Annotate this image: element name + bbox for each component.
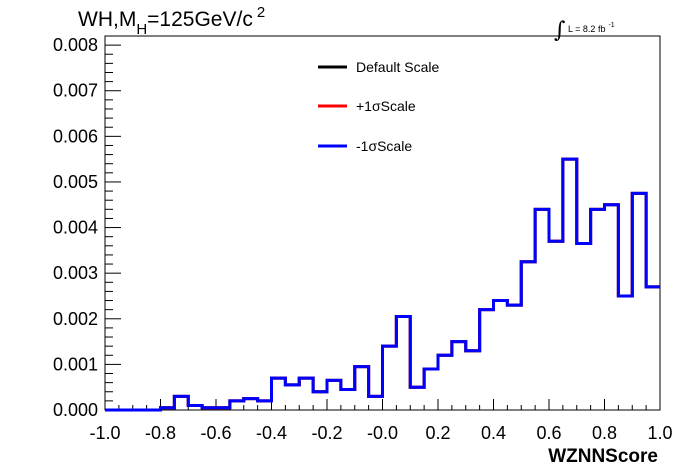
- legend: Default Scale +1σScale -1σScale: [318, 59, 439, 154]
- x-tick-label: -0.6: [200, 423, 231, 443]
- x-tick-label: 0.6: [536, 423, 561, 443]
- legend-label: Default Scale: [356, 59, 439, 75]
- legend-label: +1σScale: [356, 98, 416, 114]
- series-line-2: [105, 157, 660, 412]
- y-tick-label: 0.000: [53, 400, 98, 420]
- y-tick-label: 0.008: [53, 35, 98, 55]
- y-tick-label: 0.002: [53, 309, 98, 329]
- x-tick-label: 0.8: [592, 423, 617, 443]
- x-axis-label: WZNNScore: [548, 446, 658, 467]
- lumi-superscript: -1: [608, 22, 614, 29]
- x-tick-label: -1.0: [89, 423, 120, 443]
- y-tick-label: 0.004: [53, 218, 98, 238]
- x-tick-label: -0.2: [311, 423, 342, 443]
- chart-title: WH,MH=125GeV/c 2: [78, 4, 265, 38]
- y-tick-label: 0.001: [53, 354, 98, 374]
- y-tick-label: 0.007: [53, 81, 98, 101]
- series-layer: [105, 157, 660, 412]
- title-superscript: 2: [257, 4, 265, 21]
- x-tick-label: -0.4: [256, 423, 287, 443]
- x-axis: -1.0 -0.8 -0.6 -0.4 -0.2 -0.0 0.2 0.4 0.6 0.8 1.0: [89, 399, 673, 443]
- title-subscript: H: [136, 21, 147, 38]
- y-axis: 0.000 0.001 0.002 0.003 0.004 0.005 0.006 0.007…: [53, 35, 121, 420]
- x-tick-label: 0.4: [481, 423, 506, 443]
- x-tick-label: -0.0: [367, 423, 398, 443]
- y-tick-label: 0.003: [53, 263, 98, 283]
- y-tick-label: 0.005: [53, 172, 98, 192]
- legend-label: -1σScale: [356, 138, 412, 154]
- x-tick-label: -0.8: [145, 423, 176, 443]
- x-tick-label: 1.0: [647, 423, 672, 443]
- y-tick-label: 0.006: [53, 126, 98, 146]
- x-tick-label: 0.2: [425, 423, 450, 443]
- lumi-label: L = 8.2 fb -1: [568, 22, 615, 34]
- lumi-integral-symbol: ∫: [554, 18, 566, 43]
